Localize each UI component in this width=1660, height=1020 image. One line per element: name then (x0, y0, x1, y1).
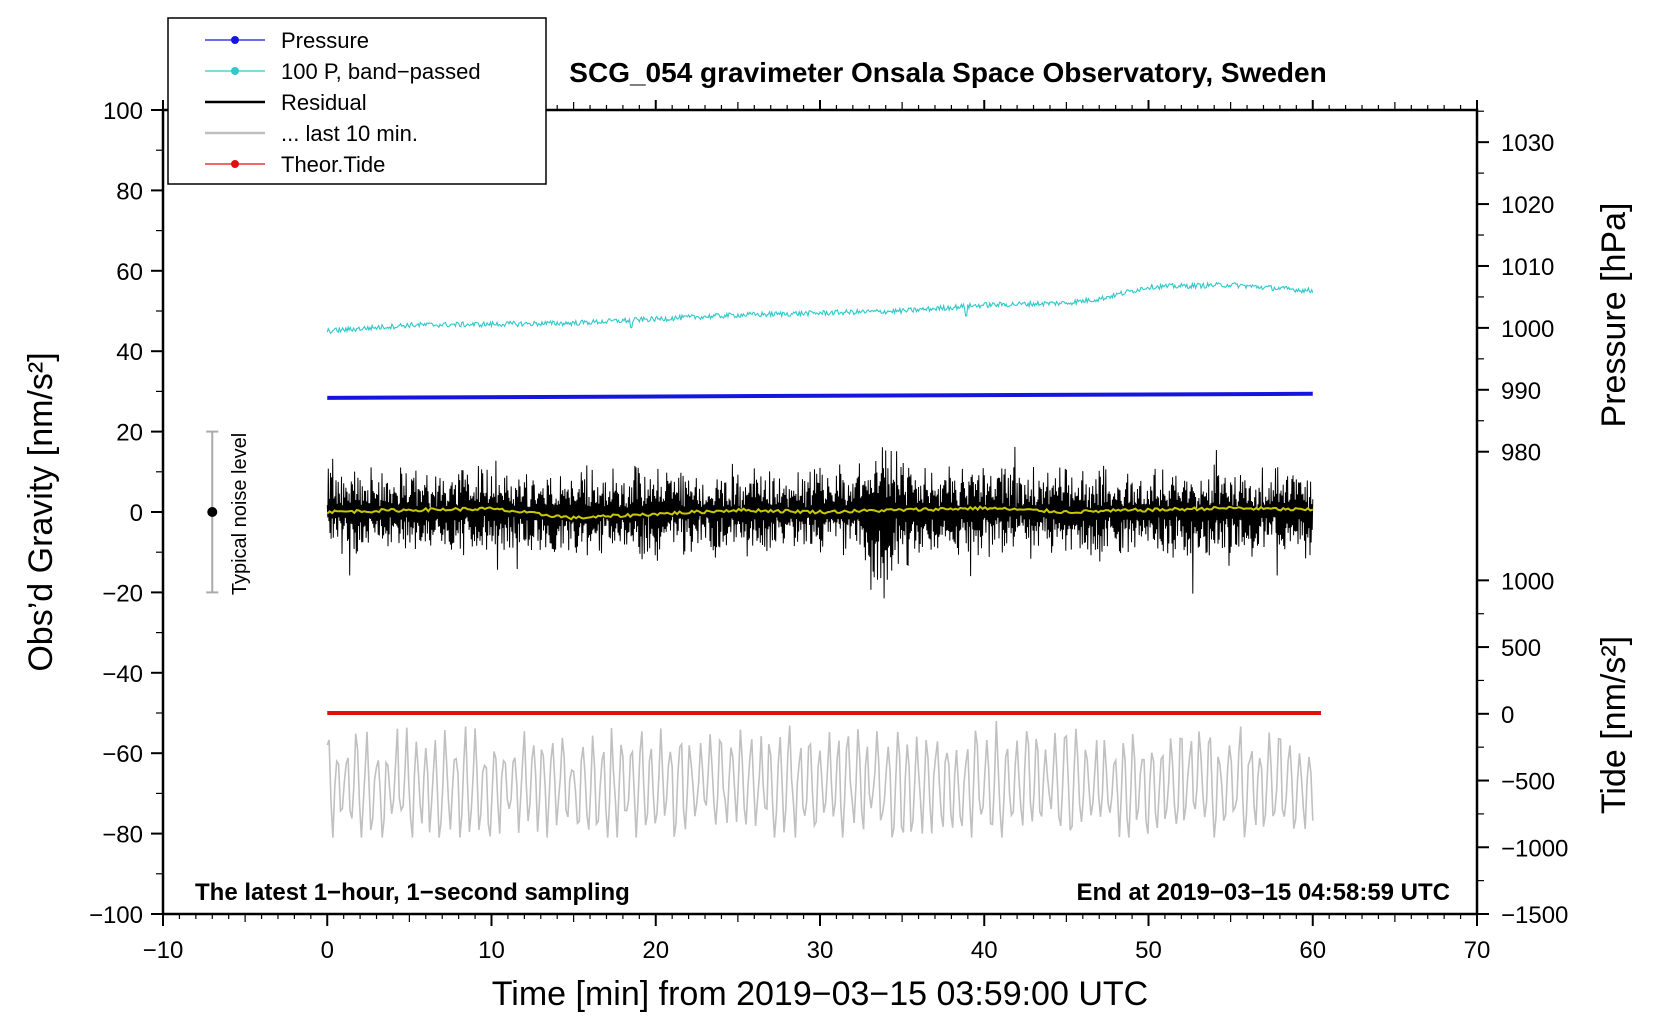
y-tick-label: 40 (116, 339, 143, 366)
series-residual (326, 446, 1314, 599)
y-tick-label: −40 (102, 661, 143, 688)
tide-tick-label: −500 (1501, 769, 1555, 796)
legend-label-3: ... last 10 min. (281, 121, 418, 146)
legend-marker-1 (231, 67, 239, 75)
x-tick-label: 60 (1299, 937, 1326, 964)
y-tick-label: −100 (89, 902, 143, 929)
y-tick-label: −20 (102, 580, 143, 607)
tide-tick-label: 1000 (1501, 568, 1554, 595)
tide-tick-label: 0 (1501, 702, 1514, 729)
x-tick-label: 30 (807, 937, 834, 964)
legend-label-0: Pressure (281, 28, 369, 53)
x-tick-label: 50 (1135, 937, 1162, 964)
x-tick-label: 70 (1464, 937, 1491, 964)
y-axis-title-tide: Tide [nm/s²] (1595, 636, 1633, 814)
legend-marker-4 (231, 160, 239, 168)
legend: Pressure 100 P, band−passed Residual ... la… (167, 17, 547, 185)
legend-label-1: 100 P, band−passed (281, 59, 481, 84)
series-last-10-min (326, 720, 1314, 838)
y-tick-label: −60 (102, 741, 143, 768)
x-tick-label: 10 (478, 937, 505, 964)
tide-tick-label: −1000 (1501, 835, 1568, 862)
legend-label-2: Residual (281, 90, 367, 115)
pressure-tick-label: 1000 (1501, 316, 1554, 343)
x-tick-label: 0 (321, 937, 334, 964)
y-axis-title-pressure: Pressure [hPa] (1595, 203, 1633, 428)
pressure-tick-label: 1010 (1501, 254, 1554, 281)
legend-label-4: Theor.Tide (281, 152, 385, 177)
pressure-tick-label: 1020 (1501, 192, 1554, 219)
legend-marker-0 (231, 36, 239, 44)
tide-tick-label: 500 (1501, 635, 1541, 662)
y-tick-label: 60 (116, 259, 143, 286)
annotation-bottom-right: End at 2019−03−15 04:58:59 UTC (1076, 879, 1450, 906)
y-axis-title-left: Obs’d Gravity [nm/s²] (22, 352, 60, 671)
ticks-group: −10 0 10 20 30 40 50 60 70100806040200−20−40−60−… (89, 98, 1568, 964)
y-tick-label: 80 (116, 178, 143, 205)
pressure-tick-label: 990 (1501, 378, 1541, 405)
y-tick-label: −80 (102, 822, 143, 849)
chart-title: SCG_054 gravimeter Onsala Space Observat… (569, 57, 1326, 88)
noise-label: Typical noise level (229, 433, 251, 595)
pressure-tick-label: 980 (1501, 440, 1541, 467)
y-tick-label: 20 (116, 420, 143, 447)
tide-tick-label: −1500 (1501, 902, 1568, 929)
series-group (326, 281, 1321, 838)
noise-bar-center-dot (207, 507, 218, 517)
pressure-tick-label: 1030 (1501, 130, 1554, 157)
series-band-passed (326, 281, 1314, 335)
y-tick-label: 0 (130, 500, 143, 527)
x-axis-title: Time [min] from 2019−03−15 03:59:00 UTC (492, 975, 1148, 1013)
x-tick-label: 40 (971, 937, 998, 964)
noise-bar: Typical noise level (206, 430, 251, 595)
annotation-bottom-left: The latest 1−hour, 1−second sampling (195, 879, 630, 906)
y-tick-label: 100 (103, 98, 143, 125)
x-tick-label: 20 (642, 937, 669, 964)
x-tick-label: −10 (143, 937, 184, 964)
series-pressure (327, 391, 1313, 400)
series-residual-smoothed (326, 505, 1314, 521)
